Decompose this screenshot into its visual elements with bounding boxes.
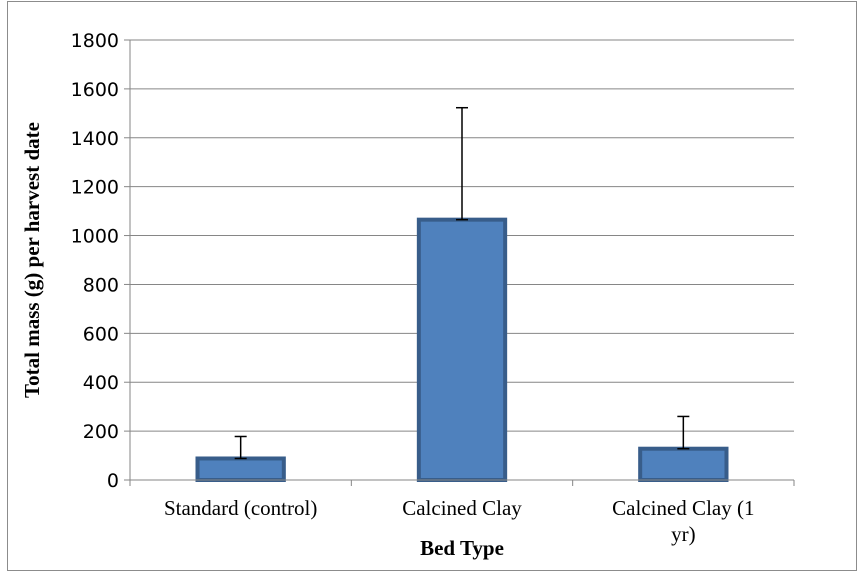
x-category-label: Calcined Clay bbox=[402, 496, 522, 520]
x-category-label: Standard (control) bbox=[164, 496, 317, 520]
y-tick-label: 1800 bbox=[71, 30, 119, 52]
x-category-label-line: yr) bbox=[671, 522, 696, 546]
y-tick-label: 1000 bbox=[71, 226, 119, 248]
y-tick-label: 1400 bbox=[71, 128, 119, 150]
x-axis bbox=[124, 40, 795, 486]
error-bars bbox=[234, 106, 690, 460]
x-category-label-line: Standard (control) bbox=[164, 496, 317, 520]
x-category-label: Calcined Clay (1 yr) bbox=[612, 496, 754, 546]
bar bbox=[416, 217, 508, 483]
y-tick-label: 800 bbox=[83, 274, 119, 296]
y-axis-ticks: 0 200 400 600 800 1000 1200 1400 1600 1800 bbox=[71, 30, 130, 492]
y-tick-label: 1600 bbox=[71, 79, 119, 101]
x-axis-categories: Standard (control) Calcined Clay Calcined … bbox=[164, 496, 755, 546]
bar bbox=[195, 456, 286, 483]
bar bbox=[638, 446, 729, 483]
y-tick-label: 1200 bbox=[71, 177, 119, 199]
y-tick-label: 0 bbox=[107, 470, 119, 492]
y-tick-label: 600 bbox=[83, 323, 119, 345]
y-axis-title: Total mass (g) per harvest date bbox=[20, 122, 44, 398]
x-category-label-line: Calcined Clay bbox=[402, 496, 522, 520]
y-tick-label: 400 bbox=[83, 372, 119, 394]
x-axis-title: Bed Type bbox=[420, 536, 504, 560]
bars bbox=[195, 217, 729, 483]
x-category-label-line: Calcined Clay (1 bbox=[612, 496, 754, 520]
y-tick-label: 200 bbox=[83, 421, 119, 443]
